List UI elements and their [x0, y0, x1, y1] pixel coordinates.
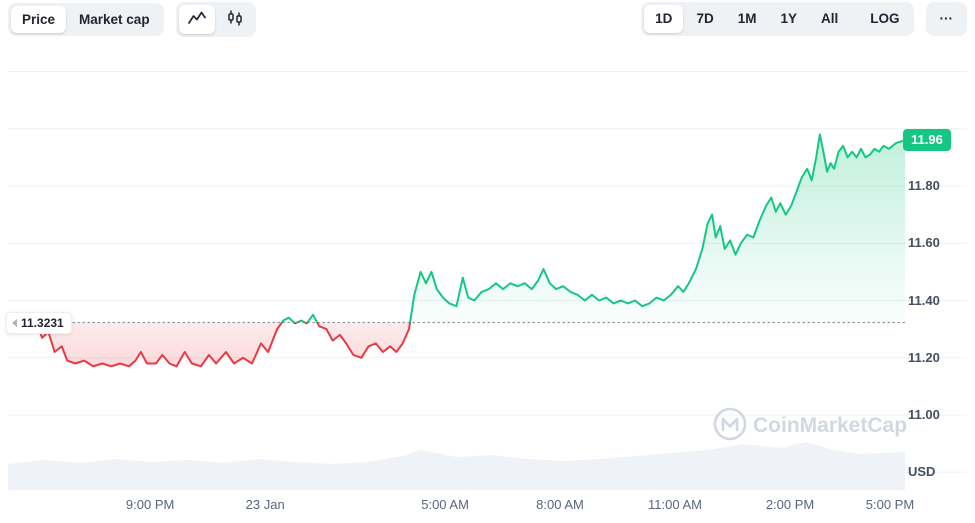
y-axis-label: USD [908, 464, 936, 480]
x-axis-label: 5:00 PM [865, 497, 915, 512]
toolbar-left: Price Market cap [8, 2, 256, 37]
baseline-marker-icon [12, 318, 17, 327]
coinmarketcap-logo-icon [713, 407, 747, 441]
candlestick-button[interactable] [217, 5, 253, 34]
y-axis-label: 11.20 [908, 349, 940, 365]
x-axis-label: 8:00 AM [536, 497, 584, 512]
range-1d[interactable]: 1D [644, 5, 684, 33]
x-axis-label: 23 Jan [245, 497, 285, 512]
price-marketcap-toggle: Price Market cap [8, 2, 164, 36]
range-1m[interactable]: 1M [727, 5, 768, 33]
x-axis: 9:00 PM 23 Jan 5:00 AM 8:00 AM 11:00 AM 2:00 … [0, 495, 975, 517]
candlestick-icon [226, 10, 244, 29]
current-price-badge: 11.96 [903, 129, 951, 152]
range-all[interactable]: All [810, 5, 849, 33]
more-options-button[interactable]: ··· [929, 5, 965, 33]
x-axis-label: 9:00 PM [125, 497, 175, 512]
y-axis-label: 11.80 [908, 178, 940, 193]
line-chart-icon [187, 10, 206, 29]
x-axis-label: 11:00 AM [648, 497, 702, 512]
watermark-text: CoinMarketCap [753, 414, 907, 437]
toolbar-right: 1D 7D 1M 1Y All LOG ··· [641, 2, 967, 36]
baseline-price-label: 11.3231 [6, 311, 72, 334]
price-tab[interactable]: Price [11, 5, 67, 33]
line-chart-button[interactable] [178, 5, 215, 34]
range-1y[interactable]: 1Y [769, 5, 808, 33]
chart-type-toggle [175, 2, 256, 37]
range-7d[interactable]: 7D [685, 5, 724, 33]
y-axis-label: 11.40 [908, 292, 940, 308]
market-cap-tab[interactable]: Market cap [68, 6, 161, 34]
log-scale-button[interactable]: LOG [859, 5, 910, 33]
volume-area [8, 442, 905, 490]
price-line [36, 133, 906, 368]
price-area-fills [37, 134, 905, 367]
baseline-price-value: 11.3231 [21, 315, 64, 330]
more-options-group: ··· [925, 2, 967, 36]
coinmarketcap-watermark: CoinMarketCap [713, 407, 907, 441]
y-axis-label: 11.60 [908, 235, 940, 251]
x-axis-label: 2:00 PM [765, 497, 815, 512]
y-axis-label: 11.00 [908, 407, 940, 422]
x-axis-label: 5:00 AM [421, 497, 469, 512]
chart-toolbar: Price Market cap [0, 2, 975, 37]
range-selector: 1D 7D 1M 1Y All LOG [641, 2, 914, 36]
